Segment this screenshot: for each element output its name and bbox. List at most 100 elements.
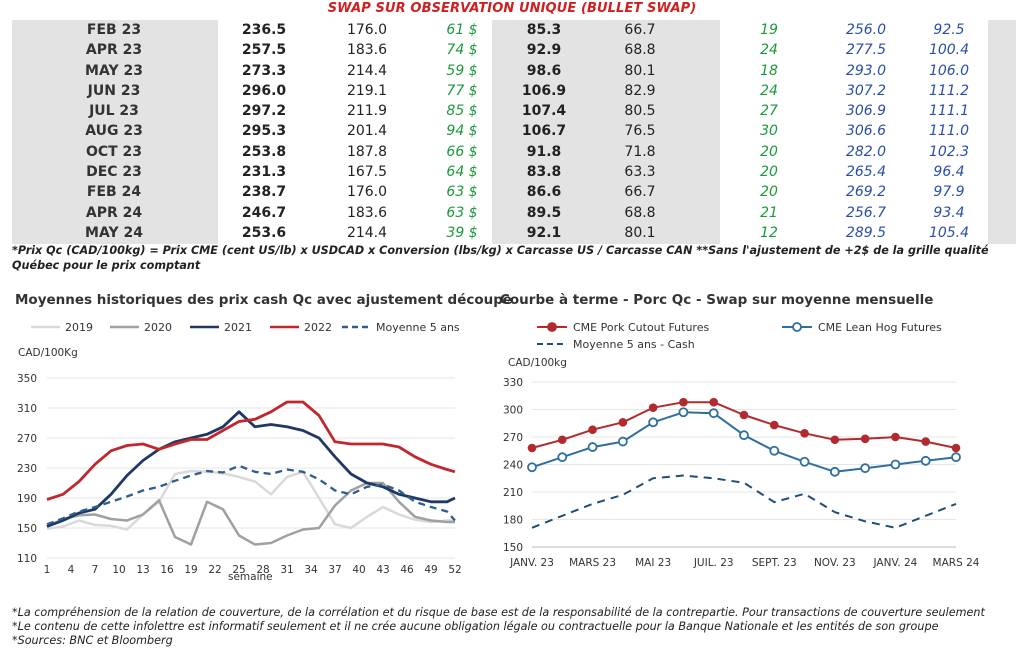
table-footnote: *Prix Qc (CAD/100kg) = Prix CME (cent US… — [12, 244, 989, 272]
chart1-xtick: 22 — [208, 564, 221, 576]
table-cell-col-3: 187.8 — [346, 143, 388, 160]
table-cell-qc-price: 253.8 — [241, 143, 287, 160]
chart2-point — [739, 430, 749, 441]
table-cell-qc-price: 295.3 — [241, 123, 287, 140]
disclaimer-2: *Le contenu de cette infolettre est info… — [12, 620, 939, 633]
table-row: JUN 23 296.0 219.1 77 $ 106.9 82.9 24 307.2 111.… — [12, 81, 988, 101]
chart2-point — [769, 420, 779, 430]
chart2-series-line — [531, 474, 957, 529]
chart2-legend-label: Moyenne 5 ans - Cash — [573, 338, 695, 351]
chart2-point — [709, 397, 719, 407]
table-row: MAY 23 273.3 214.4 59 $ 98.6 80.1 18 293.0 106.0 — [12, 61, 988, 81]
table-cell-col-3: 176.0 — [346, 22, 388, 38]
chart2-title: Courbe à terme - Porc Qc - Swap sur moye… — [500, 292, 934, 308]
chart2-legend-marker — [792, 322, 802, 332]
chart2-legend-label: CME Lean Hog Futures — [818, 321, 942, 334]
chart1-xtick: 4 — [68, 564, 75, 576]
chart2-xtick: JUIL. 23 — [693, 557, 734, 569]
chart1-ytick: 150 — [17, 523, 37, 535]
table-cell-col-9: 111.2 — [928, 82, 970, 99]
table-cell-month: APR 24 — [85, 204, 143, 221]
table-cell-col-8: 306.9 — [845, 103, 887, 120]
table-cell-col-8: 282.0 — [845, 143, 887, 160]
table-cell-col-8: 289.5 — [845, 224, 887, 241]
table-cell-col-5: 85.3 — [526, 22, 562, 38]
table-cell-col-6: 71.8 — [624, 143, 656, 160]
table-grey-band-3 — [988, 20, 1016, 244]
table-cell-col-9: 92.5 — [933, 22, 965, 38]
table-row: AUG 23 295.3 201.4 94 $ 106.7 76.5 30 306.6 111.… — [12, 121, 988, 141]
chart2-xtick: MARS 24 — [933, 557, 980, 569]
table-cell-month: MAY 24 — [85, 224, 143, 241]
chart2-point — [678, 407, 689, 418]
table-cell-col-8: 256.7 — [845, 204, 887, 221]
chart2-ytick: 240 — [503, 460, 523, 472]
table-cell-col-9: 106.0 — [928, 62, 970, 79]
chart1-series-line — [46, 481, 455, 546]
table-cell-month: DEC 23 — [86, 164, 142, 181]
chart2-ytick: 300 — [503, 405, 523, 417]
table-cell-col-5: 86.6 — [526, 184, 562, 201]
table-cell-col-7: 24 — [760, 82, 778, 99]
table-cell-col-6: 66.7 — [624, 184, 656, 201]
chart2-xtick: JANV. 23 — [509, 557, 554, 569]
table-cell-col-7: 20 — [760, 164, 778, 181]
table-cell-col-7: 20 — [760, 143, 778, 160]
table-cell-col-3: 167.5 — [346, 164, 388, 181]
chart1-xtick: 10 — [112, 564, 125, 576]
chart2-ytick: 330 — [503, 377, 523, 389]
chart1-xtick: 52 — [448, 564, 461, 576]
table-title: SWAP SUR OBSERVATION UNIQUE (BULLET SWAP… — [327, 1, 697, 16]
chart1-ytick: 350 — [17, 373, 37, 385]
table-cell-month: MAY 23 — [85, 62, 143, 79]
chart1-xtick: 7 — [92, 564, 99, 576]
table-cell-col-6: 76.5 — [624, 123, 656, 140]
chart2-point — [921, 437, 931, 446]
chart2-ytick: 210 — [503, 487, 523, 499]
chart2-ytick: 180 — [503, 515, 523, 527]
table-cell-col-9: 93.4 — [933, 204, 965, 221]
chart1-ylabel: CAD/100Kg — [18, 347, 78, 359]
table-row: DEC 23 231.3 167.5 64 $ 83.8 63.3 20 265.4 96.4 — [12, 162, 988, 182]
table-cell-col-6: 80.1 — [624, 62, 656, 79]
chart1-xtick: 49 — [424, 564, 437, 576]
chart2-point — [829, 466, 840, 477]
chart1-xtick: 37 — [328, 564, 341, 576]
chart1-ytick: 190 — [17, 493, 37, 505]
chart1-legend-label: 2022 — [304, 321, 332, 334]
table-cell-qc-price: 257.5 — [241, 42, 287, 59]
table-cell-col-3: 219.1 — [346, 82, 388, 99]
table-cell-col-5: 91.8 — [526, 143, 562, 160]
table-cell-col-5: 106.7 — [521, 123, 567, 140]
chart1-xtick: 25 — [232, 564, 245, 576]
chart1-ytick: 230 — [17, 463, 37, 475]
chart2-ylabel: CAD/100kg — [508, 357, 567, 369]
table-cell-col-9: 105.4 — [928, 224, 970, 241]
chart1-xtick: 43 — [376, 564, 389, 576]
chart2-legend-label: CME Pork Cutout Futures — [573, 321, 709, 334]
chart2-xtick: JANV. 24 — [873, 557, 918, 569]
table-cell-month: APR 23 — [85, 42, 143, 59]
table-cell-col-8: 256.0 — [845, 22, 887, 38]
table-cell-margin: 74 $ — [446, 42, 478, 59]
table-cell-margin: 61 $ — [446, 22, 478, 38]
chart2-point — [951, 443, 961, 453]
table-cell-col-7: 12 — [760, 224, 778, 241]
table-cell-col-3: 183.6 — [346, 42, 388, 59]
chart2-ytick: 150 — [503, 542, 523, 554]
chart1-xtick: 28 — [256, 564, 269, 576]
chart2-point — [618, 418, 628, 427]
table-cell-col-3: 176.0 — [346, 184, 388, 201]
table-cell-col-3: 214.4 — [346, 62, 388, 79]
table-row: MAY 24 253.6 214.4 39 $ 92.1 80.1 12 289.5 105.4 — [12, 223, 988, 243]
table-cell-col-7: 30 — [760, 123, 778, 140]
table-cell-col-7: 21 — [760, 204, 778, 221]
table-cell-qc-price: 273.3 — [241, 62, 287, 79]
chart1-legend-label: 2020 — [144, 321, 172, 334]
chart2-point — [920, 455, 931, 466]
table-cell-col-3: 201.4 — [346, 123, 388, 140]
chart2-point — [679, 397, 688, 407]
table-cell-col-3: 211.9 — [346, 103, 388, 120]
table-cell-col-8: 293.0 — [845, 62, 887, 79]
chart1-series-line — [46, 464, 456, 526]
